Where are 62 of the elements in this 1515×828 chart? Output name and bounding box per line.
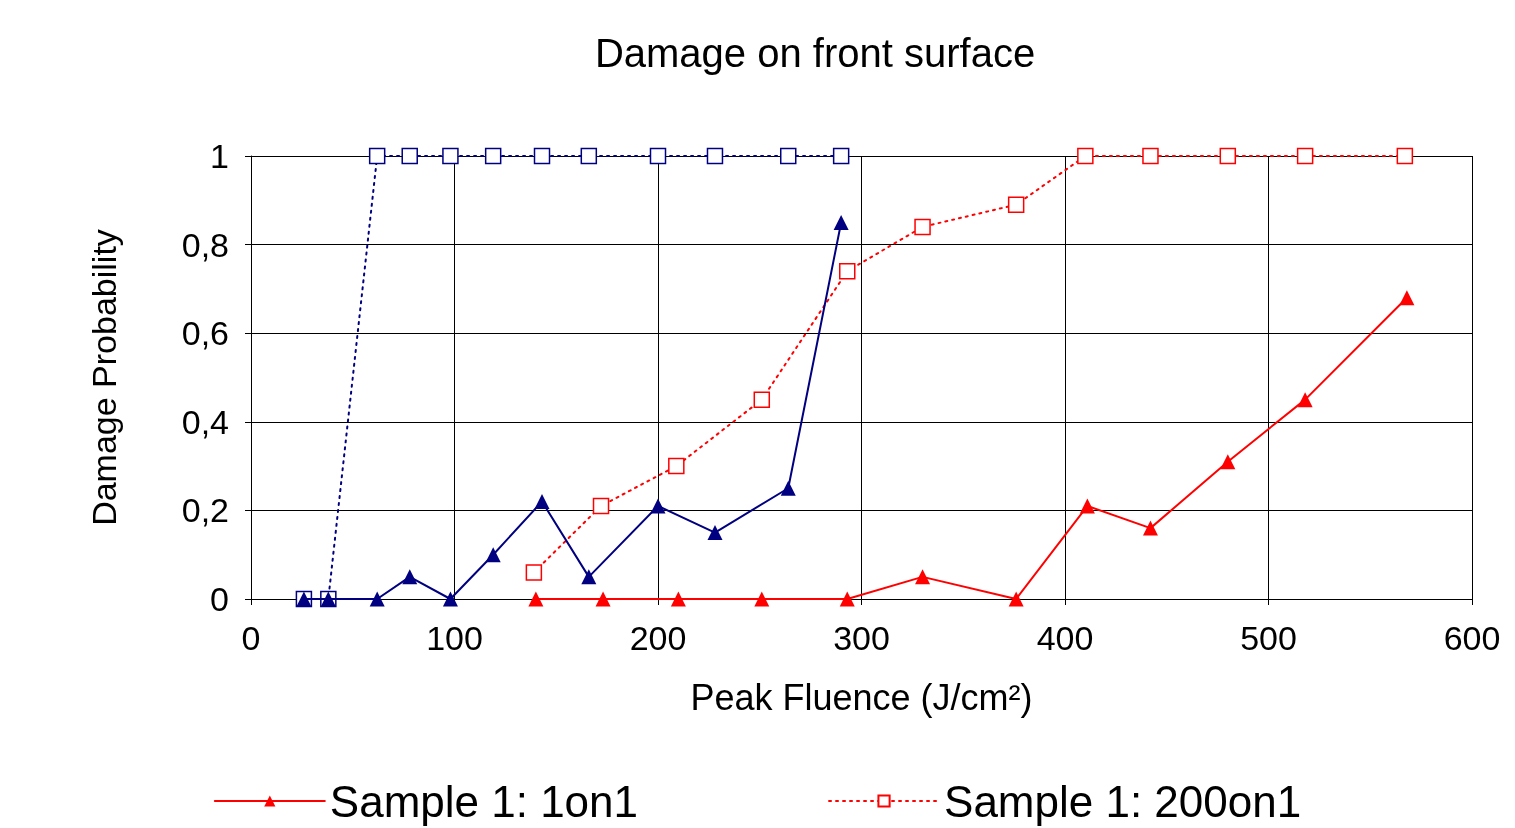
point: [914, 218, 931, 236]
point: [649, 147, 667, 165]
x-tick-label: 100: [426, 619, 483, 657]
point: [707, 525, 723, 541]
point: [1297, 392, 1313, 408]
point: [779, 147, 797, 165]
point: [706, 147, 724, 165]
point: [484, 147, 502, 165]
y-tick-label: 0,2: [181, 491, 229, 530]
point: [525, 564, 543, 581]
y-tick-label: 0,8: [181, 225, 229, 264]
y-tick-label: 0,4: [181, 402, 229, 441]
point: [1219, 147, 1237, 165]
point: [1079, 498, 1095, 514]
point: [402, 569, 418, 585]
point: [915, 569, 931, 585]
point: [1399, 290, 1415, 306]
point: [832, 147, 850, 165]
point: [401, 147, 418, 165]
point: [368, 147, 386, 165]
x-tick-label: 200: [629, 619, 687, 657]
x-tick-label: 500: [1240, 619, 1297, 657]
point: [1077, 147, 1094, 165]
point: [650, 498, 666, 514]
point: [1142, 520, 1158, 536]
x-tick-label: 0: [241, 619, 261, 657]
point: [839, 262, 856, 280]
point: [581, 569, 597, 585]
point: [839, 591, 855, 607]
point: [528, 591, 544, 607]
point: [592, 497, 610, 515]
point: [369, 591, 385, 607]
point: [534, 494, 550, 510]
chart-title: Damage on front surface: [594, 31, 1036, 75]
point: [1220, 454, 1236, 470]
point: [753, 391, 771, 408]
point: [533, 147, 551, 165]
point: [442, 591, 458, 607]
legend-label: Sample 1: 200on1: [944, 776, 1302, 826]
point: [595, 591, 611, 607]
x-axis-title: Peak Fluence (J/cm²): [690, 676, 1033, 718]
y-tick-label: 1: [210, 137, 229, 175]
x-tick-label: 300: [833, 619, 890, 657]
x-tick-label: 600: [1443, 619, 1501, 657]
legend-label: Sample 1: 1on1: [329, 776, 639, 826]
point: [1396, 147, 1414, 165]
y-tick-label: 0: [210, 580, 229, 618]
point: [833, 214, 849, 230]
point: [754, 591, 770, 607]
point: [485, 547, 501, 563]
point: [1142, 147, 1159, 165]
point: [442, 147, 459, 165]
point: [580, 147, 598, 165]
y-tick-label: 0,6: [181, 314, 229, 353]
point: [1007, 196, 1025, 213]
y-axis-title: Damage Probability: [85, 229, 123, 526]
point: [668, 457, 685, 475]
point: [670, 591, 686, 607]
x-tick-label: 400: [1036, 619, 1094, 657]
point: [1008, 591, 1024, 607]
point: [780, 480, 796, 496]
point: [1296, 147, 1314, 165]
